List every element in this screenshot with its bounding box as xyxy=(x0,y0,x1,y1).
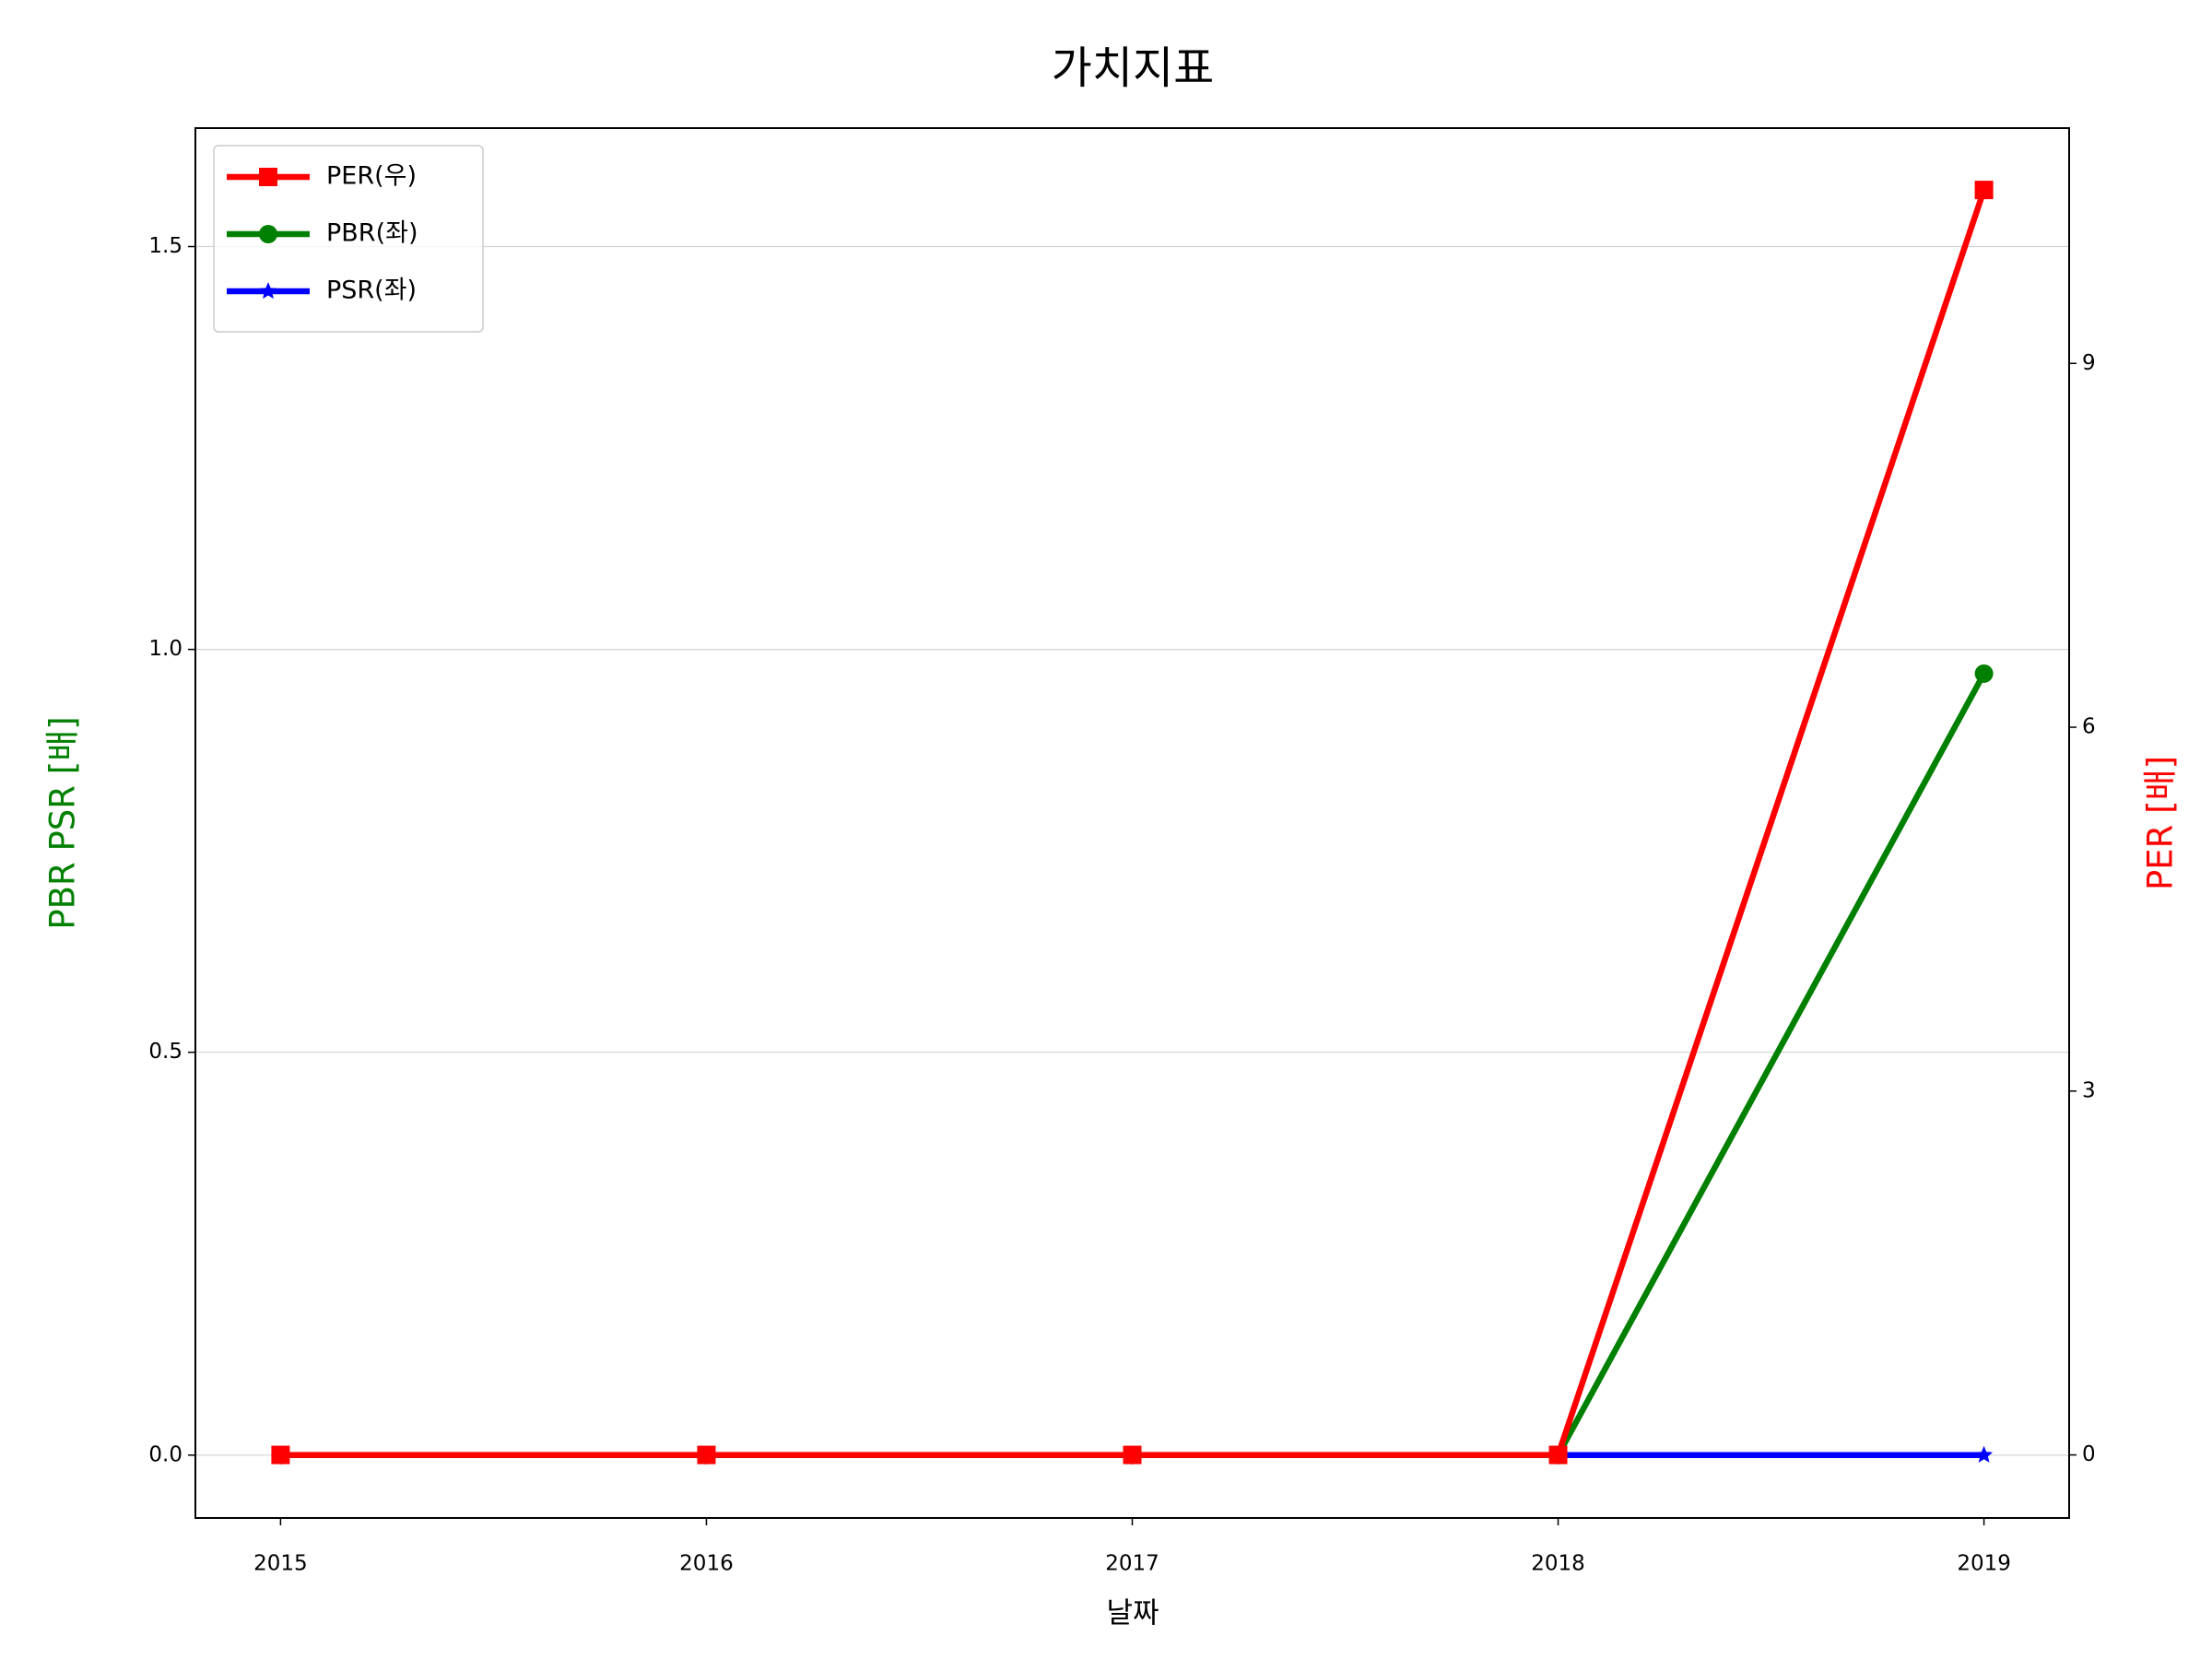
legend-label: PSR(좌) xyxy=(326,276,417,305)
legend: PER(우) PBR(좌) PSR(좌) xyxy=(213,145,484,333)
marker xyxy=(1974,181,1994,200)
data-line xyxy=(280,189,1987,1458)
data-line xyxy=(280,672,1987,1459)
marker xyxy=(1975,1445,1994,1463)
y2-tick-label: 6 xyxy=(2082,715,2096,739)
legend-box xyxy=(213,145,484,333)
y2-tick-label: 9 xyxy=(2082,351,2096,375)
x-axis-label: 날짜 xyxy=(1106,1597,1159,1630)
y-tick-label: 1.0 xyxy=(148,637,182,661)
x-tick-label: 2016 xyxy=(679,1552,734,1576)
legend-label: PBR(좌) xyxy=(326,219,418,248)
legend-label: PER(우) xyxy=(326,162,417,191)
marker xyxy=(259,225,277,243)
marker xyxy=(271,1445,290,1465)
x-tick-label: 2015 xyxy=(253,1552,308,1576)
y-axis-label: PBR PSR [배] xyxy=(43,716,83,929)
y-tick-label: 0.5 xyxy=(148,1040,182,1064)
marker xyxy=(1974,664,1994,683)
y2-tick-label: 3 xyxy=(2082,1078,2096,1102)
marker xyxy=(697,1445,716,1465)
marker xyxy=(1548,1445,1568,1465)
marker xyxy=(259,282,277,300)
y2-tick-label: 0 xyxy=(2082,1442,2096,1466)
chart-title: 가치지표 xyxy=(1052,42,1215,94)
marker xyxy=(259,168,277,186)
y2-axis-label: PER [배] xyxy=(2141,756,2181,890)
plot-frame xyxy=(194,127,2070,1519)
x-tick-label: 2019 xyxy=(1957,1552,2011,1576)
x-tick-label: 2017 xyxy=(1105,1552,1159,1576)
x-tick-label: 2018 xyxy=(1531,1552,1585,1576)
y-tick-label: 0.0 xyxy=(148,1442,182,1466)
marker xyxy=(1123,1445,1142,1465)
y-tick-label: 1.5 xyxy=(148,234,182,258)
